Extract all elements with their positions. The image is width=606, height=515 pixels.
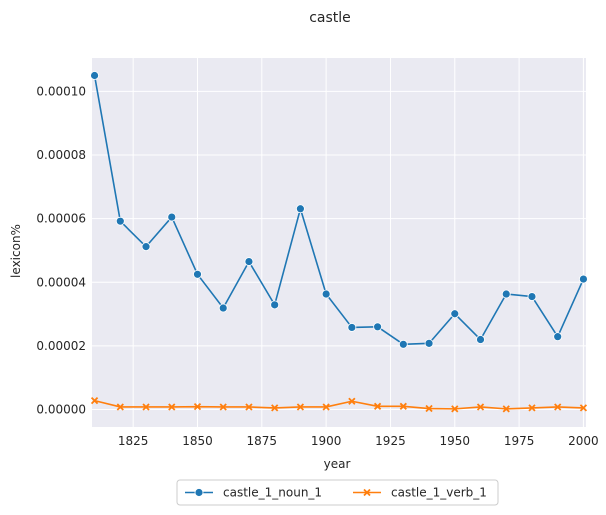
data-point [553, 332, 563, 342]
data-point [321, 289, 331, 299]
data-point [167, 212, 177, 222]
data-point [142, 403, 150, 411]
plot-area [92, 58, 586, 427]
legend: castle_1_noun_1 castle_1_verb_1 [176, 479, 499, 506]
data-point [579, 274, 588, 284]
data-point [193, 403, 202, 411]
data-point [90, 396, 99, 405]
data-point [476, 403, 485, 411]
series-castle_1_verb_1 [90, 396, 588, 413]
x-axis-ticks: 1825 1850 1875 1900 1925 1950 1975 2000 [118, 434, 599, 448]
data-point [244, 257, 254, 266]
data-point [398, 339, 408, 349]
legend-marker [363, 488, 371, 497]
series-layer [90, 71, 588, 413]
data-point [579, 404, 588, 412]
x-tick-label: 1825 [118, 434, 149, 448]
data-point [270, 300, 280, 310]
legend-label: castle_1_verb_1 [391, 486, 487, 500]
x-tick-label: 1850 [182, 434, 213, 448]
data-point [528, 404, 536, 412]
data-point [90, 71, 99, 80]
data-point [168, 403, 176, 411]
data-point [554, 403, 562, 411]
data-point [348, 397, 356, 405]
data-point [424, 338, 434, 348]
x-axis-label: year [324, 457, 351, 471]
data-point [501, 289, 511, 299]
data-point [219, 403, 227, 411]
y-tick-label: 0.00006 [36, 212, 86, 226]
series-line [93, 75, 585, 346]
data-point [193, 269, 202, 279]
x-tick-label: 1925 [375, 434, 406, 448]
data-point [373, 322, 382, 332]
legend-box [176, 479, 499, 506]
data-point [502, 405, 510, 413]
data-point [450, 309, 460, 319]
y-tick-label: 0.00010 [36, 84, 86, 98]
data-point [527, 292, 537, 301]
x-tick-label: 1975 [504, 434, 535, 448]
y-tick-label: 0.00002 [36, 339, 86, 353]
legend-label: castle_1_noun_1 [223, 486, 322, 500]
y-tick-label: 0.00008 [36, 148, 86, 162]
data-point [476, 335, 485, 344]
data-point [245, 403, 253, 411]
data-point [271, 404, 279, 412]
y-tick-label: 0.00000 [36, 403, 86, 417]
y-axis-ticks: 0.00000 0.00002 0.00004 0.00006 0.00008 0.000… [36, 84, 86, 416]
series-line [94, 399, 584, 410]
x-tick-label: 1900 [311, 434, 342, 448]
data-point [218, 303, 228, 313]
data-point [115, 216, 125, 226]
x-tick-label: 2000 [568, 434, 599, 448]
legend-marker [194, 488, 204, 497]
data-point [141, 242, 151, 252]
data-point [373, 402, 382, 410]
y-axis-label: lexicon% [9, 224, 23, 278]
data-point [296, 403, 305, 411]
x-tick-label: 1875 [247, 434, 278, 448]
data-point [116, 403, 124, 411]
data-point [347, 323, 357, 332]
y-tick-label: 0.00004 [36, 275, 86, 289]
data-point [425, 404, 433, 413]
data-point [451, 405, 459, 413]
data-point [322, 403, 330, 411]
chart-title: castle [309, 10, 351, 26]
series-castle_1_noun_1 [90, 71, 588, 349]
data-point [296, 204, 305, 214]
data-point [399, 402, 407, 410]
x-tick-label: 1950 [440, 434, 471, 448]
